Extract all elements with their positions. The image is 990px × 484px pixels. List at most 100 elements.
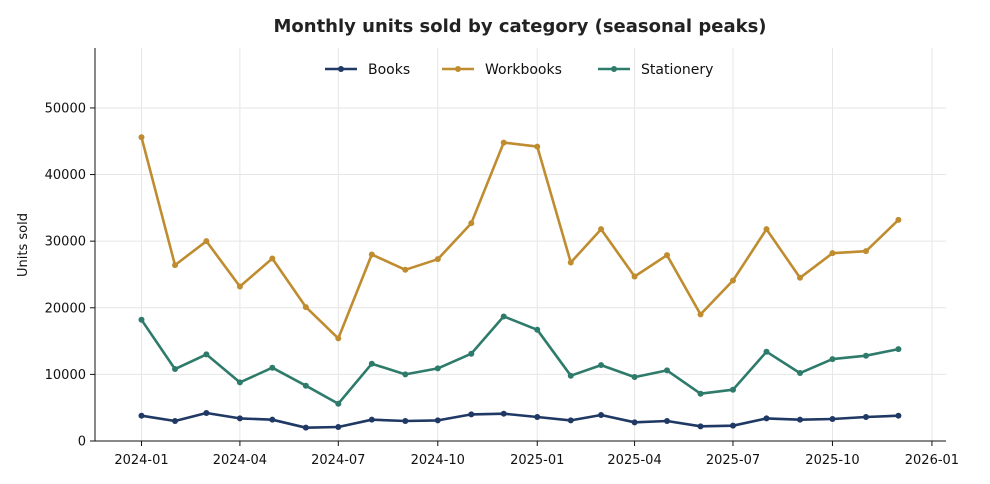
data-point-workbooks: [302, 304, 309, 311]
data-point-workbooks: [368, 251, 375, 258]
data-point-books: [236, 415, 243, 422]
legend-label: Stationery: [641, 62, 713, 78]
data-point-stationery: [434, 365, 441, 372]
data-point-stationery: [631, 374, 638, 381]
data-point-stationery: [829, 356, 836, 363]
data-point-books: [468, 411, 475, 418]
data-point-workbooks: [269, 255, 276, 262]
data-point-workbooks: [829, 250, 836, 257]
data-point-stationery: [468, 350, 475, 357]
data-point-stationery: [697, 390, 704, 397]
data-point-stationery: [335, 400, 342, 407]
data-point-workbooks: [664, 252, 671, 259]
series-line-workbooks: [140, 136, 900, 340]
data-point-workbooks: [335, 335, 342, 342]
x-tick-label: 2026-01: [905, 453, 959, 468]
data-point-workbooks: [236, 283, 243, 290]
data-point-workbooks: [203, 238, 210, 245]
data-point-workbooks: [697, 311, 704, 318]
data-point-stationery: [797, 370, 804, 377]
legend-label: Books: [368, 62, 410, 78]
series-workbooks: [138, 134, 902, 342]
y-tick-label: 0: [78, 435, 86, 450]
data-point-books: [729, 422, 736, 429]
x-tick-label: 2025-04: [607, 453, 661, 468]
data-point-stationery: [862, 352, 869, 359]
legend-label: Workbooks: [485, 62, 562, 78]
data-point-stationery: [567, 372, 574, 379]
y-tick-label: 30000: [45, 235, 86, 250]
data-point-books: [402, 418, 409, 425]
data-point-books: [302, 424, 309, 431]
y-tick-label: 20000: [45, 301, 86, 316]
legend: Books Workbooks Stationery: [325, 62, 713, 78]
data-point-books: [434, 417, 441, 424]
axes: 0 10000 20000 30000 40000 50000 2024-01 2024-04…: [45, 48, 959, 468]
data-point-books: [829, 416, 836, 423]
data-point-books: [664, 418, 671, 425]
data-point-stationery: [269, 364, 276, 371]
data-point-workbooks: [402, 266, 409, 273]
data-point-workbooks: [895, 216, 902, 223]
y-tick-label: 40000: [45, 168, 86, 183]
data-point-workbooks: [434, 256, 441, 263]
y-axis-label: Units sold: [16, 213, 31, 277]
data-point-stationery: [598, 362, 605, 369]
x-tick-label: 2024-01: [114, 453, 168, 468]
series-line-books: [141, 411, 899, 430]
data-point-books: [697, 423, 704, 430]
data-point-books: [567, 417, 574, 424]
legend-marker: [455, 66, 461, 72]
data-point-workbooks: [797, 274, 804, 281]
legend-item-stationery: Stationery: [598, 62, 713, 78]
series-line-stationery: [140, 315, 899, 406]
data-point-stationery: [302, 382, 309, 389]
data-point-stationery: [203, 351, 210, 358]
data-point-stationery: [664, 367, 671, 374]
data-point-stationery: [763, 348, 770, 355]
x-tick-label: 2025-07: [706, 453, 760, 468]
data-point-stationery: [895, 346, 902, 353]
data-point-books: [368, 416, 375, 423]
x-tick-label: 2025-01: [510, 453, 564, 468]
data-point-books: [534, 414, 541, 421]
data-point-workbooks: [138, 134, 145, 141]
y-tick-label: 10000: [45, 368, 86, 383]
data-point-workbooks: [631, 273, 638, 280]
data-point-books: [598, 412, 605, 419]
x-tick-label: 2024-10: [411, 453, 465, 468]
data-point-books: [335, 424, 342, 431]
data-point-stationery: [172, 366, 179, 373]
x-tick-label: 2025-10: [805, 453, 859, 468]
data-point-workbooks: [862, 248, 869, 255]
data-point-stationery: [368, 360, 375, 367]
series-lines: [138, 134, 902, 431]
data-point-workbooks: [729, 277, 736, 284]
gridlines: [95, 48, 946, 442]
legend-marker: [338, 66, 344, 72]
data-point-workbooks: [172, 262, 179, 269]
data-point-stationery: [534, 326, 541, 333]
x-tick-label: 2024-07: [311, 453, 365, 468]
data-point-workbooks: [598, 226, 605, 233]
data-point-stationery: [236, 379, 243, 386]
data-point-books: [763, 415, 770, 422]
data-point-stationery: [402, 371, 409, 378]
data-point-books: [138, 412, 145, 419]
data-point-books: [500, 410, 507, 417]
data-point-workbooks: [567, 259, 574, 266]
data-point-workbooks: [468, 220, 475, 227]
series-stationery: [138, 313, 902, 407]
x-tick-label: 2024-04: [213, 453, 267, 468]
y-tick-label: 50000: [45, 101, 86, 116]
data-point-books: [862, 414, 869, 421]
data-point-workbooks: [534, 143, 541, 150]
data-point-books: [797, 416, 804, 423]
data-point-workbooks: [500, 139, 507, 146]
data-point-stationery: [729, 386, 736, 393]
data-point-books: [269, 416, 276, 423]
legend-item-books: Books: [325, 62, 410, 78]
data-point-stationery: [138, 316, 145, 323]
